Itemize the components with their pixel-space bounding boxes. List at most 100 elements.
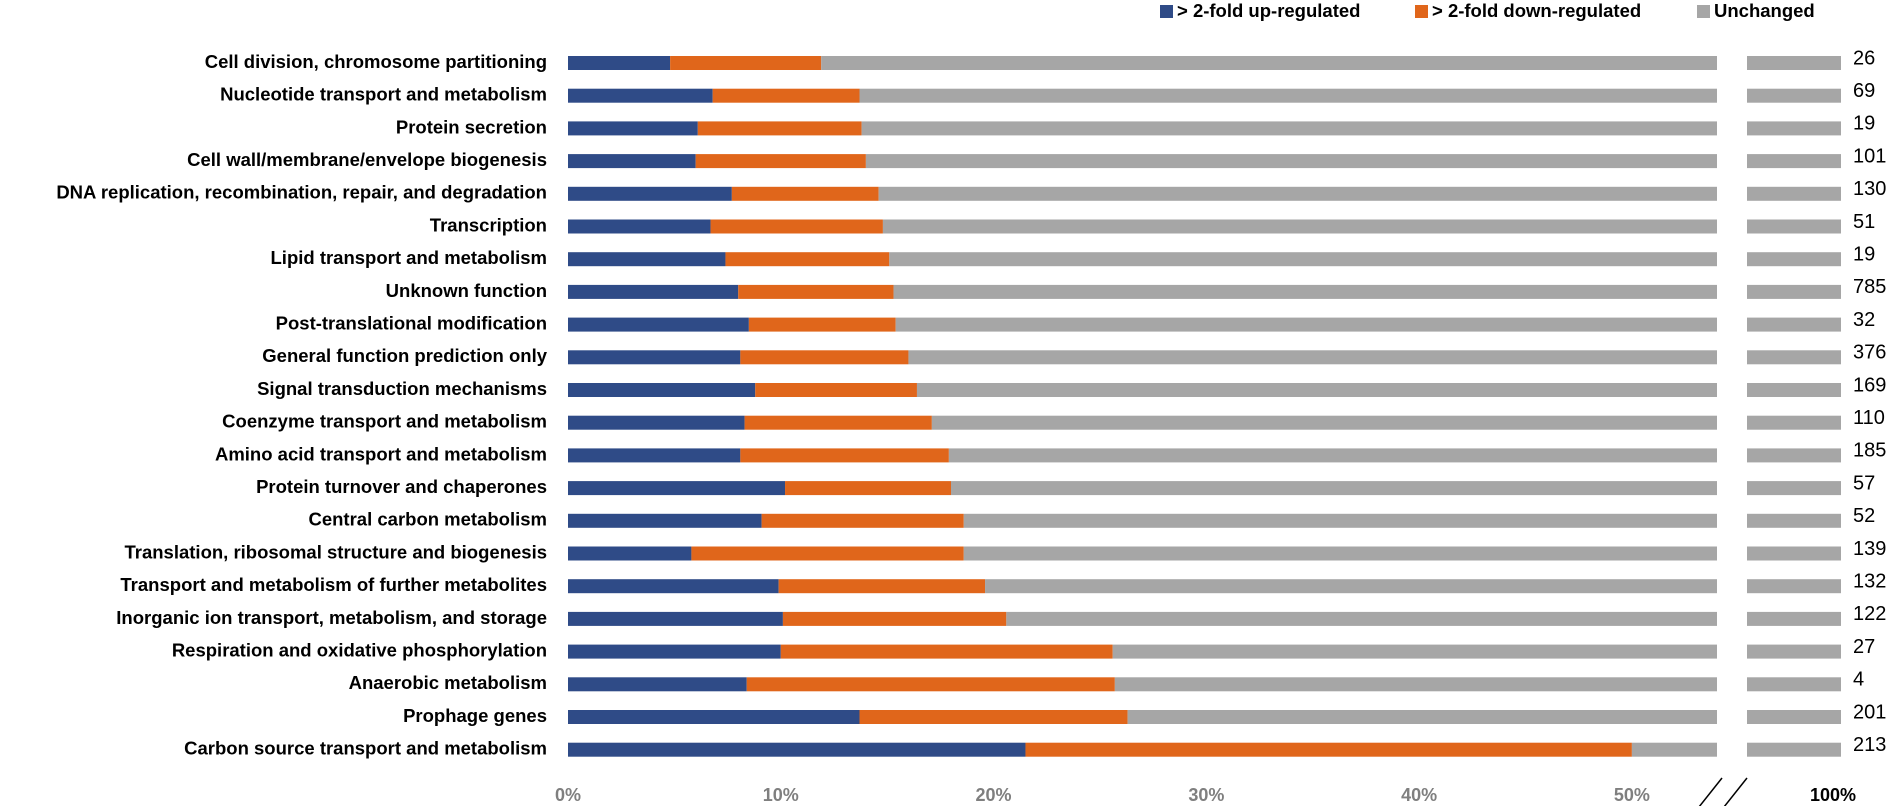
bar-segment [861, 121, 1717, 136]
bar-segment [1747, 350, 1841, 365]
total-label: 213 [1853, 734, 1886, 756]
category-label: Transcription [430, 214, 547, 235]
bar-segment [1747, 121, 1841, 136]
bar-segment [1747, 579, 1841, 594]
x-tick-label: 20% [976, 785, 1012, 805]
total-label: 169 [1853, 374, 1886, 396]
bar-segment [1747, 56, 1841, 70]
bar-segment [568, 219, 711, 234]
bar-segment [712, 88, 860, 103]
bar-segment [1631, 742, 1717, 757]
bar-segment [1747, 284, 1841, 299]
legend-swatch [1160, 5, 1173, 18]
bar-segment [821, 56, 1717, 70]
x-tick-label: 30% [1188, 785, 1224, 805]
category-label: Unknown function [386, 280, 547, 301]
axis-break-mark [1698, 777, 1723, 806]
bar-segment [568, 252, 726, 267]
bar-segment [1747, 710, 1841, 724]
bar-segment [738, 284, 894, 299]
category-label: Translation, ribosomal structure and bio… [124, 541, 547, 562]
bar-segment [1112, 644, 1717, 659]
bar-segment [1006, 611, 1717, 626]
total-label: 26 [1853, 47, 1875, 69]
bar-segment [895, 317, 1717, 332]
bar-segment [1747, 219, 1841, 234]
bar-segment [1747, 186, 1841, 201]
bar-segment [1127, 710, 1717, 724]
bar-segment [744, 415, 932, 430]
bar-segment [568, 56, 671, 70]
bar-segment [568, 611, 783, 626]
category-label: Cell division, chromosome partitioning [205, 51, 547, 72]
legend-label: > 2-fold up-regulated [1177, 0, 1360, 21]
bar-segment [1747, 513, 1841, 528]
category-label: Protein turnover and chaperones [256, 476, 547, 497]
bar-segment [746, 677, 1115, 692]
category-label: Anaerobic metabolism [349, 672, 547, 693]
bar-segment [1747, 611, 1841, 626]
category-label: Coenzyme transport and metabolism [222, 411, 547, 432]
bar-segment [1747, 415, 1841, 430]
bar-segment [695, 154, 866, 169]
bar-segment [882, 219, 1717, 234]
total-label: 27 [1853, 636, 1875, 658]
x-tick-label: 10% [763, 785, 799, 805]
bar-segment [568, 579, 779, 594]
bar-segment [761, 513, 964, 528]
bar-segment [1747, 154, 1841, 169]
bar-segment [1114, 677, 1717, 692]
bar-segment [916, 383, 1717, 397]
bar-segment [568, 317, 749, 332]
category-label: Lipid transport and metabolism [271, 247, 548, 268]
bar-segment [568, 644, 781, 659]
total-label: 785 [1853, 276, 1886, 298]
total-label: 130 [1853, 178, 1886, 200]
bar-segment [568, 350, 741, 365]
bar-segment [568, 742, 1026, 757]
total-label: 19 [1853, 113, 1875, 135]
bar-segment [865, 154, 1717, 169]
total-label: 51 [1853, 211, 1875, 233]
bar-segment [951, 481, 1717, 496]
category-label: Inorganic ion transport, metabolism, and… [116, 607, 547, 628]
x-tick-label: 40% [1401, 785, 1437, 805]
bar-segment [697, 121, 862, 136]
category-label: Amino acid transport and metabolism [215, 443, 547, 464]
legend-label: Unchanged [1714, 0, 1815, 21]
total-label: 201 [1853, 701, 1886, 723]
bar-segment [948, 448, 1717, 463]
bar-segment [893, 284, 1717, 299]
bar-segment [740, 350, 909, 365]
total-label: 110 [1853, 407, 1885, 429]
bar-segment [778, 579, 986, 594]
category-label: General function prediction only [262, 345, 547, 366]
total-label: 185 [1853, 440, 1886, 462]
bar-segment [889, 252, 1717, 267]
bar-segment [568, 415, 745, 430]
total-label: 52 [1853, 505, 1875, 527]
bar-segment [568, 154, 696, 169]
bar-segment [963, 513, 1717, 528]
legend-label: > 2-fold down-regulated [1432, 0, 1641, 21]
bar-segment [568, 710, 860, 724]
bar-segment [1747, 481, 1841, 496]
bar-segment [568, 481, 786, 496]
bar-segment [691, 546, 964, 561]
total-label: 101 [1853, 145, 1886, 167]
total-label: 122 [1853, 603, 1886, 625]
bar-segment [710, 219, 883, 234]
bar-segment [963, 546, 1717, 561]
bar-segment [1747, 677, 1841, 692]
x-tick-label: 100% [1810, 785, 1856, 805]
category-label: Carbon source transport and metabolism [184, 738, 547, 759]
bar-segment [859, 88, 1717, 103]
total-label: 57 [1853, 472, 1875, 494]
axis-break-mark [1723, 777, 1748, 806]
bar-segment [568, 677, 747, 692]
bar-segment [1747, 448, 1841, 463]
x-tick-label: 0% [555, 785, 581, 805]
bar-segment [1025, 742, 1632, 757]
bar-segment [740, 448, 949, 463]
category-label: Post-translational modification [276, 312, 547, 333]
